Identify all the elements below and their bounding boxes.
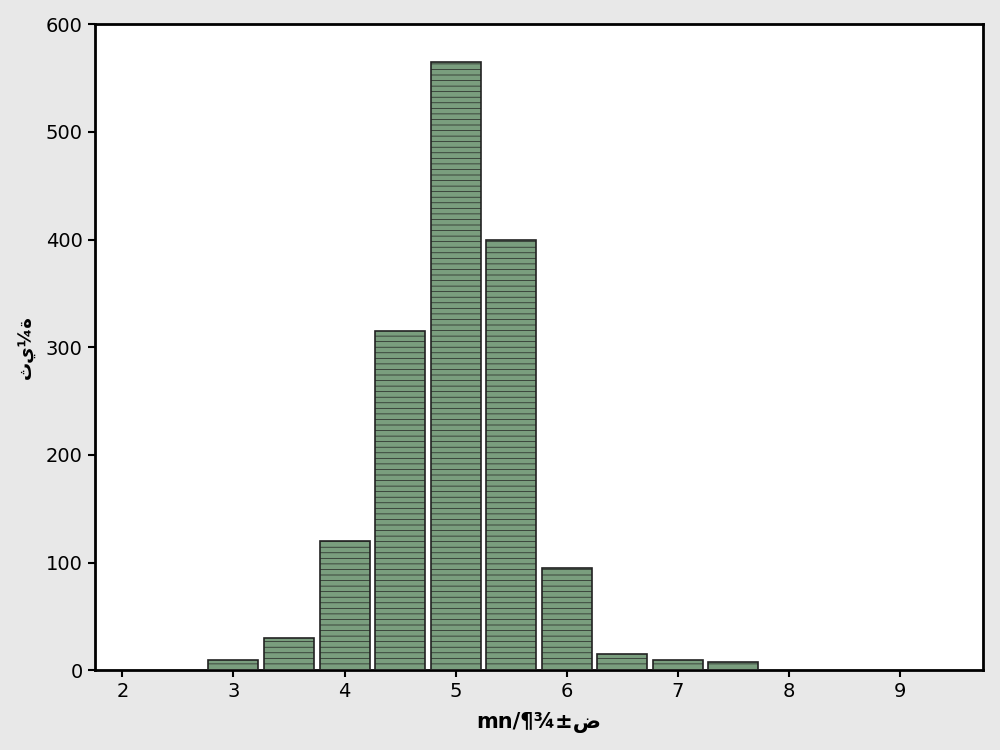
Bar [597,654,647,670]
Bar [375,332,425,670]
Bar [431,62,481,670]
Y-axis label: ثي¼ة: ثي¼ة [17,315,35,380]
Bar [320,542,370,670]
X-axis label: mn/¶¾±ض: mn/¶¾±ض [477,712,601,734]
Bar [486,239,536,670]
Bar [264,638,314,670]
Bar [208,660,258,670]
Bar [708,662,758,670]
Bar [542,568,592,670]
Bar [653,660,703,670]
